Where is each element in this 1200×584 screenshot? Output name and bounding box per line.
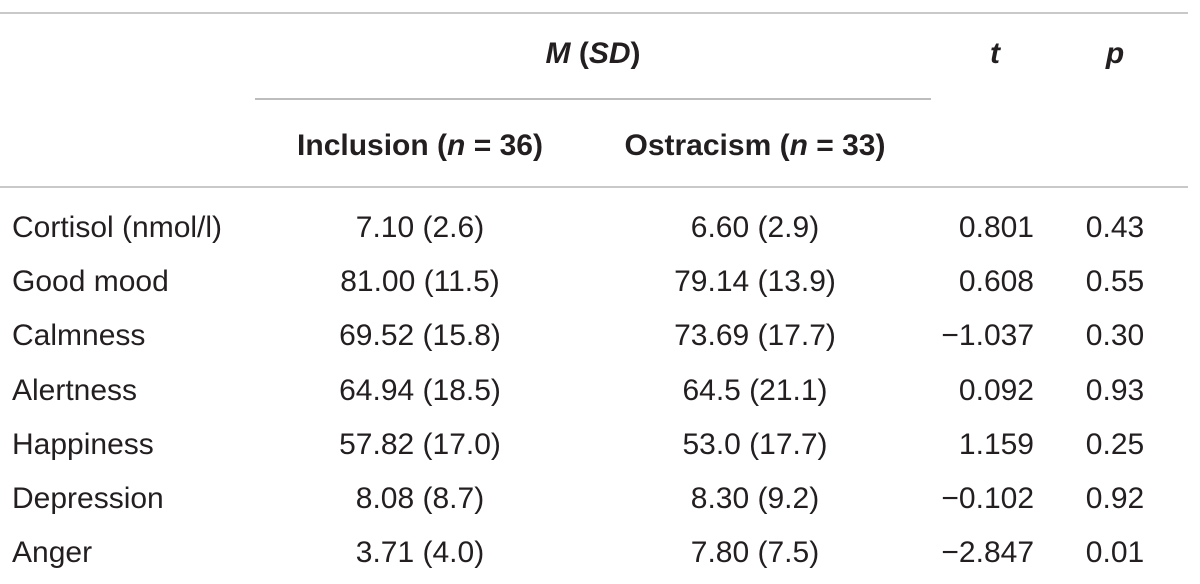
group-header-m: M: [545, 37, 571, 70]
column-header-t: t: [990, 37, 1000, 70]
cell-inclusion: 69.52 (15.8): [339, 319, 501, 353]
cell-t: −0.102: [941, 482, 1034, 515]
row-label: Alertness: [12, 373, 138, 407]
column-header-p: p: [1105, 37, 1125, 70]
row-label: Depression: [12, 482, 164, 515]
row-label: Cortisol (nmol/l): [12, 211, 223, 244]
cell-ostracism: 6.60 (2.9): [690, 211, 820, 244]
group-header-m-sd: M (SD): [545, 37, 641, 70]
cell-inclusion: 7.10 (2.6): [355, 211, 485, 244]
cell-p: 0.30: [1085, 319, 1145, 353]
group-header-rule: [255, 98, 931, 100]
row-label: Happiness: [12, 427, 154, 461]
cell-inclusion: 81.00 (11.5): [340, 265, 500, 299]
cell-ostracism: 64.5 (21.1): [682, 373, 828, 407]
column-header-inclusion: Inclusion (n = 36): [297, 129, 543, 162]
cell-t: 0.801: [958, 211, 1034, 244]
row-label: Good mood: [12, 265, 169, 299]
cell-inclusion: 3.71 (4.0): [355, 536, 485, 570]
cell-p: 0.92: [1085, 482, 1145, 515]
header-bottom-rule: [0, 186, 1188, 188]
table-top-rule: [0, 12, 1188, 14]
cell-t: 0.608: [958, 265, 1034, 299]
cell-p: 0.25: [1085, 427, 1145, 461]
cell-ostracism: 8.30 (9.2): [690, 482, 820, 515]
cell-t: 0.092: [958, 373, 1034, 407]
cell-t: −1.037: [941, 319, 1034, 353]
cell-inclusion: 64.94 (18.5): [339, 373, 501, 407]
cell-p: 0.55: [1085, 265, 1145, 299]
row-label: Anger: [12, 536, 93, 570]
cell-inclusion: 57.82 (17.0): [339, 427, 501, 461]
column-header-ostracism: Ostracism (n = 33): [624, 129, 886, 162]
cell-ostracism: 7.80 (7.5): [690, 536, 820, 570]
cell-t: 1.159: [958, 427, 1034, 461]
cell-ostracism: 53.0 (17.7): [682, 427, 828, 461]
cell-p: 0.43: [1085, 211, 1145, 244]
cell-ostracism: 73.69 (17.7): [674, 319, 836, 353]
group-header-sd: SD: [588, 37, 631, 70]
cell-p: 0.93: [1085, 373, 1145, 407]
cell-t: −2.847: [941, 536, 1034, 570]
cell-ostracism: 79.14 (13.9): [674, 265, 836, 299]
cell-inclusion: 8.08 (8.7): [355, 482, 485, 515]
cell-p: 0.01: [1085, 536, 1145, 570]
row-label: Calmness: [12, 319, 146, 353]
